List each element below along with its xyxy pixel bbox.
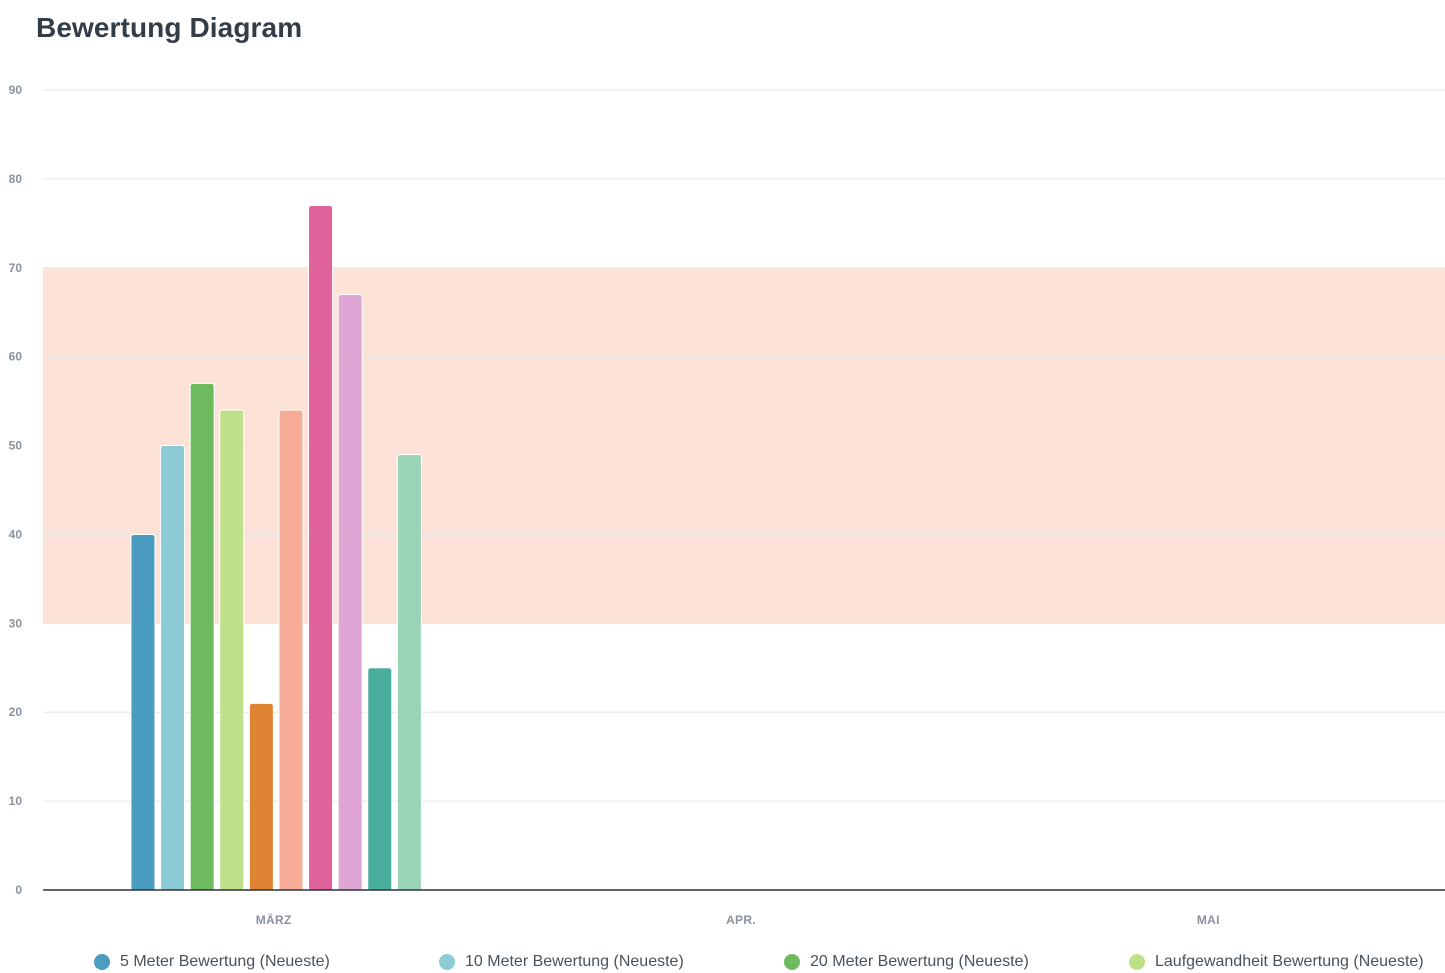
bar-6-0[interactable] [278, 409, 304, 891]
bar-1-0[interactable] [130, 533, 156, 891]
y-tick-label-20: 20 [9, 705, 23, 719]
x-category-label: MÄRZ [256, 912, 292, 927]
bar-9-0[interactable] [367, 667, 393, 891]
bars [130, 205, 422, 891]
bar-8-0[interactable] [337, 293, 363, 891]
legend-label-10m: 10 Meter Bewertung (Neueste) [465, 953, 684, 970]
legend-item-10m[interactable]: 10 Meter Bewertung (Neueste) [439, 953, 784, 971]
legend-item-laufgewandheit[interactable]: Laufgewandheit Bewertung (Neueste) [1129, 953, 1424, 971]
gridlines [43, 89, 1445, 802]
bar-10-0[interactable] [396, 453, 422, 891]
y-tick-label-10: 10 [9, 794, 23, 808]
legend-dot-laufgewandheit [1129, 954, 1145, 970]
page-title: Bewertung Diagram [36, 12, 303, 43]
bar-2-0[interactable] [160, 445, 186, 891]
y-tick-label-60: 60 [9, 350, 23, 364]
x-axis-categories: MÄRZ APR. MAI [256, 912, 1220, 927]
y-tick-label-70: 70 [9, 261, 23, 275]
legend-label-20m: 20 Meter Bewertung (Neueste) [810, 953, 1029, 970]
legend-label-laufgewandheit: Laufgewandheit Bewertung (Neueste) [1155, 953, 1424, 970]
bar-7-0[interactable] [308, 205, 334, 891]
legend-label-5m: 5 Meter Bewertung (Neueste) [120, 953, 330, 970]
y-tick-label-80: 80 [9, 172, 23, 186]
x-category-label: APR. [726, 913, 756, 927]
bar-4-0[interactable] [219, 409, 245, 891]
y-tick-label-50: 50 [9, 439, 23, 453]
bar-chart: 0 10 20 30 40 50 60 70 80 90 MÄRZ APR. MAI [9, 83, 1445, 927]
y-tick-label-30: 30 [9, 616, 23, 630]
x-category-label: MAI [1197, 913, 1220, 927]
y-axis-ticks: 0 10 20 30 40 50 60 70 80 90 [9, 83, 23, 897]
y-tick-label-40: 40 [9, 527, 23, 541]
y-tick-label-90: 90 [9, 83, 23, 97]
legend-item-20m[interactable]: 20 Meter Bewertung (Neueste) [784, 953, 1129, 971]
legend-dot-20m [784, 954, 800, 970]
bar-3-0[interactable] [189, 382, 215, 891]
bar-5-0[interactable] [248, 702, 274, 891]
legend-dot-5m [94, 954, 110, 970]
legend-item-5m[interactable]: 5 Meter Bewertung (Neueste) [94, 953, 439, 971]
legend-dot-10m [439, 954, 455, 970]
legend: 5 Meter Bewertung (Neueste) 10 Meter Bew… [94, 951, 1424, 973]
y-tick-label-0: 0 [15, 883, 22, 897]
